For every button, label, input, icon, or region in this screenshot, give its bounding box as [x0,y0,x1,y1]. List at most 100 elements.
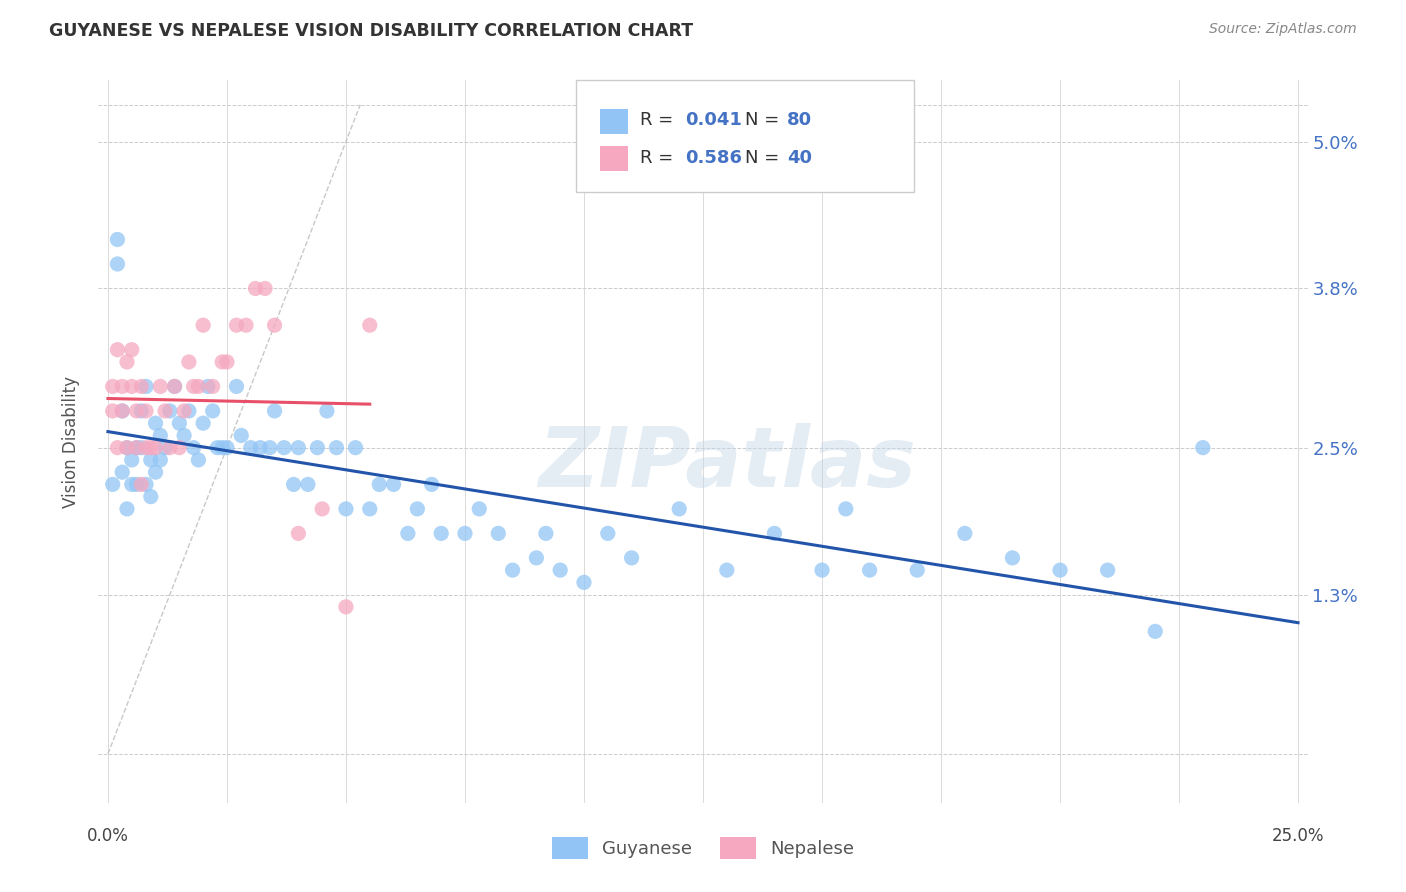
Point [125,441,148,455]
Point [1049,563,1071,577]
Point [307,441,329,455]
Point [259,441,281,455]
Point [283,477,305,491]
Point [668,502,690,516]
Legend: Guyanese, Nepalese: Guyanese, Nepalese [544,830,862,866]
Point [101,477,124,491]
Point [101,379,124,393]
Text: ZIPatlas: ZIPatlas [538,423,917,504]
Point [382,477,405,491]
Point [145,441,167,455]
Point [716,563,738,577]
Point [524,550,547,565]
Point [107,257,129,271]
Point [177,404,200,418]
Point [201,404,224,418]
Point [139,490,162,504]
Point [129,477,152,491]
Point [149,379,172,393]
Point [297,477,319,491]
Point [169,441,191,455]
Point [502,563,524,577]
Point [335,502,357,516]
Point [811,563,834,577]
Point [406,502,429,516]
Point [596,526,619,541]
Point [173,428,195,442]
Point [316,404,339,418]
Point [173,404,195,418]
Point [169,416,191,430]
Text: N =: N = [745,149,785,167]
Point [325,441,347,455]
Point [145,416,167,430]
Point [344,441,367,455]
Point [115,441,138,455]
Point [139,453,162,467]
Point [335,599,357,614]
Point [145,465,167,479]
Point [254,281,277,295]
Text: 40: 40 [787,149,813,167]
Point [111,379,134,393]
Point [135,477,157,491]
Text: 0.041: 0.041 [685,112,741,129]
Point [548,563,571,577]
Point [572,575,595,590]
Point [396,526,419,541]
Point [139,441,162,455]
Point [1192,441,1215,455]
Point [183,441,205,455]
Point [534,526,557,541]
Point [115,355,138,369]
Point [107,441,129,455]
Text: GUYANESE VS NEPALESE VISION DISABILITY CORRELATION CHART: GUYANESE VS NEPALESE VISION DISABILITY C… [49,22,693,40]
Point [125,477,148,491]
Point [215,441,238,455]
Point [111,404,134,418]
Point [135,441,157,455]
Point [191,318,214,333]
Point [121,453,143,467]
Point [245,281,267,295]
Text: 80: 80 [787,112,813,129]
Point [263,318,285,333]
Point [159,441,181,455]
Point [905,563,928,577]
Text: Source: ZipAtlas.com: Source: ZipAtlas.com [1209,22,1357,37]
Point [159,404,181,418]
Point [187,453,209,467]
Point [115,502,138,516]
Point [135,379,157,393]
Point [201,379,224,393]
Point [115,441,138,455]
Point [859,563,882,577]
Point [177,355,200,369]
Point [368,477,391,491]
Point [153,404,176,418]
Point [486,526,509,541]
Point [101,404,124,418]
Point [111,404,134,418]
Point [835,502,858,516]
Text: R =: R = [640,149,679,167]
Point [211,441,233,455]
Point [129,441,152,455]
Point [191,416,214,430]
Point [153,441,176,455]
Point [111,465,134,479]
Point [183,379,205,393]
Point [454,526,477,541]
Point [187,379,209,393]
Point [311,502,333,516]
Point [107,343,129,357]
Point [121,477,143,491]
Point [121,379,143,393]
Point [211,355,233,369]
Point [135,404,157,418]
Point [359,318,381,333]
Point [287,526,309,541]
Point [420,477,443,491]
Point [163,379,186,393]
Point [235,318,257,333]
